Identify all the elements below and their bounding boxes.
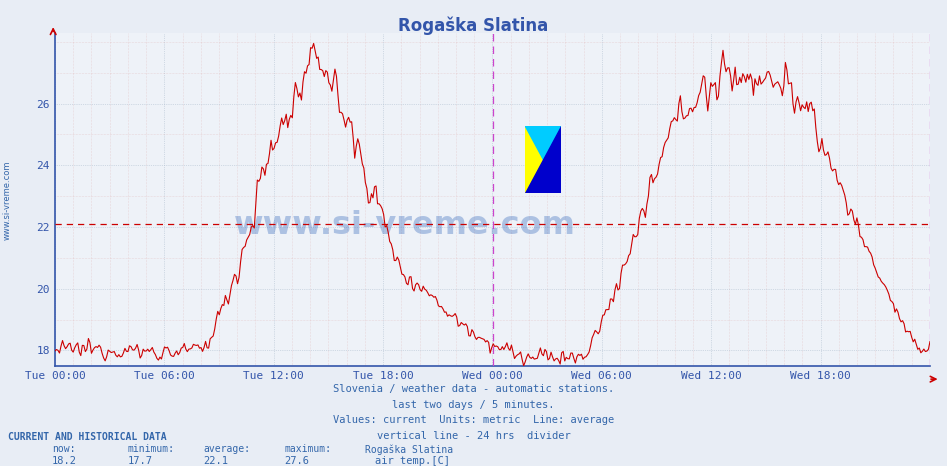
Text: Rogaška Slatina: Rogaška Slatina: [399, 16, 548, 35]
Text: 18.2: 18.2: [52, 456, 77, 466]
Text: minimum:: minimum:: [128, 444, 175, 454]
Text: Rogaška Slatina: Rogaška Slatina: [365, 444, 453, 455]
Text: maximum:: maximum:: [284, 444, 331, 454]
Text: air temp.[C]: air temp.[C]: [375, 456, 450, 466]
Text: average:: average:: [204, 444, 251, 454]
Text: 22.1: 22.1: [204, 456, 228, 466]
Text: now:: now:: [52, 444, 76, 454]
Polygon shape: [526, 126, 562, 192]
Polygon shape: [526, 126, 562, 192]
Text: 27.6: 27.6: [284, 456, 309, 466]
Polygon shape: [526, 126, 562, 192]
Text: Values: current  Units: metric  Line: average: Values: current Units: metric Line: aver…: [333, 415, 614, 425]
Text: 17.7: 17.7: [128, 456, 152, 466]
Text: vertical line - 24 hrs  divider: vertical line - 24 hrs divider: [377, 431, 570, 440]
Text: www.si-vreme.com: www.si-vreme.com: [3, 161, 12, 240]
Text: last two days / 5 minutes.: last two days / 5 minutes.: [392, 400, 555, 410]
Text: Slovenia / weather data - automatic stations.: Slovenia / weather data - automatic stat…: [333, 384, 614, 394]
Text: CURRENT AND HISTORICAL DATA: CURRENT AND HISTORICAL DATA: [8, 432, 167, 442]
Text: www.si-vreme.com: www.si-vreme.com: [234, 210, 576, 241]
